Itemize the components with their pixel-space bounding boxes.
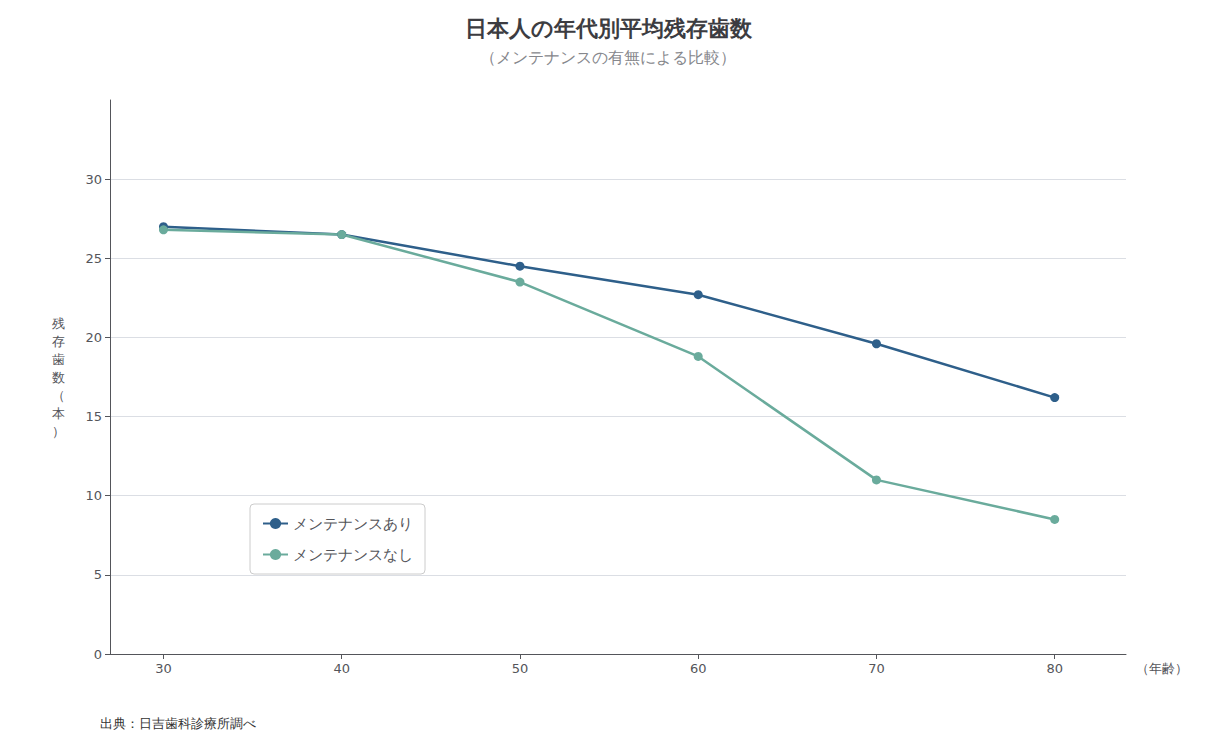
svg-text:数: 数 <box>52 370 65 385</box>
svg-text:60: 60 <box>690 661 707 676</box>
svg-text:30: 30 <box>155 661 172 676</box>
svg-text:出典：日吉歯科診療所調べ: 出典：日吉歯科診療所調べ <box>100 716 256 731</box>
svg-text:（: （ <box>52 388 65 403</box>
svg-text:日本人の年代別平均残存歯数: 日本人の年代別平均残存歯数 <box>465 16 753 41</box>
svg-text:40: 40 <box>333 661 350 676</box>
svg-text:）: ） <box>52 424 65 439</box>
svg-text:存: 存 <box>52 334 65 349</box>
svg-text:歯: 歯 <box>52 352 65 367</box>
svg-text:25: 25 <box>85 251 102 266</box>
svg-text:メンテナンスあり: メンテナンスあり <box>293 515 413 533</box>
svg-text:30: 30 <box>85 172 102 187</box>
svg-text:メンテナンスなし: メンテナンスなし <box>293 546 413 564</box>
svg-text:20: 20 <box>85 330 102 345</box>
svg-text:10: 10 <box>85 488 102 503</box>
svg-text:50: 50 <box>512 661 529 676</box>
svg-text:残: 残 <box>52 316 65 331</box>
svg-text:15: 15 <box>85 409 102 424</box>
svg-text:80: 80 <box>1046 661 1063 676</box>
svg-text:（メンテナンスの有無による比較）: （メンテナンスの有無による比較） <box>480 48 736 67</box>
svg-text:0: 0 <box>94 647 102 662</box>
svg-text:70: 70 <box>868 661 885 676</box>
svg-text:本: 本 <box>52 406 65 421</box>
svg-text:5: 5 <box>94 567 102 582</box>
svg-text:（年齢）: （年齢） <box>1136 661 1188 676</box>
